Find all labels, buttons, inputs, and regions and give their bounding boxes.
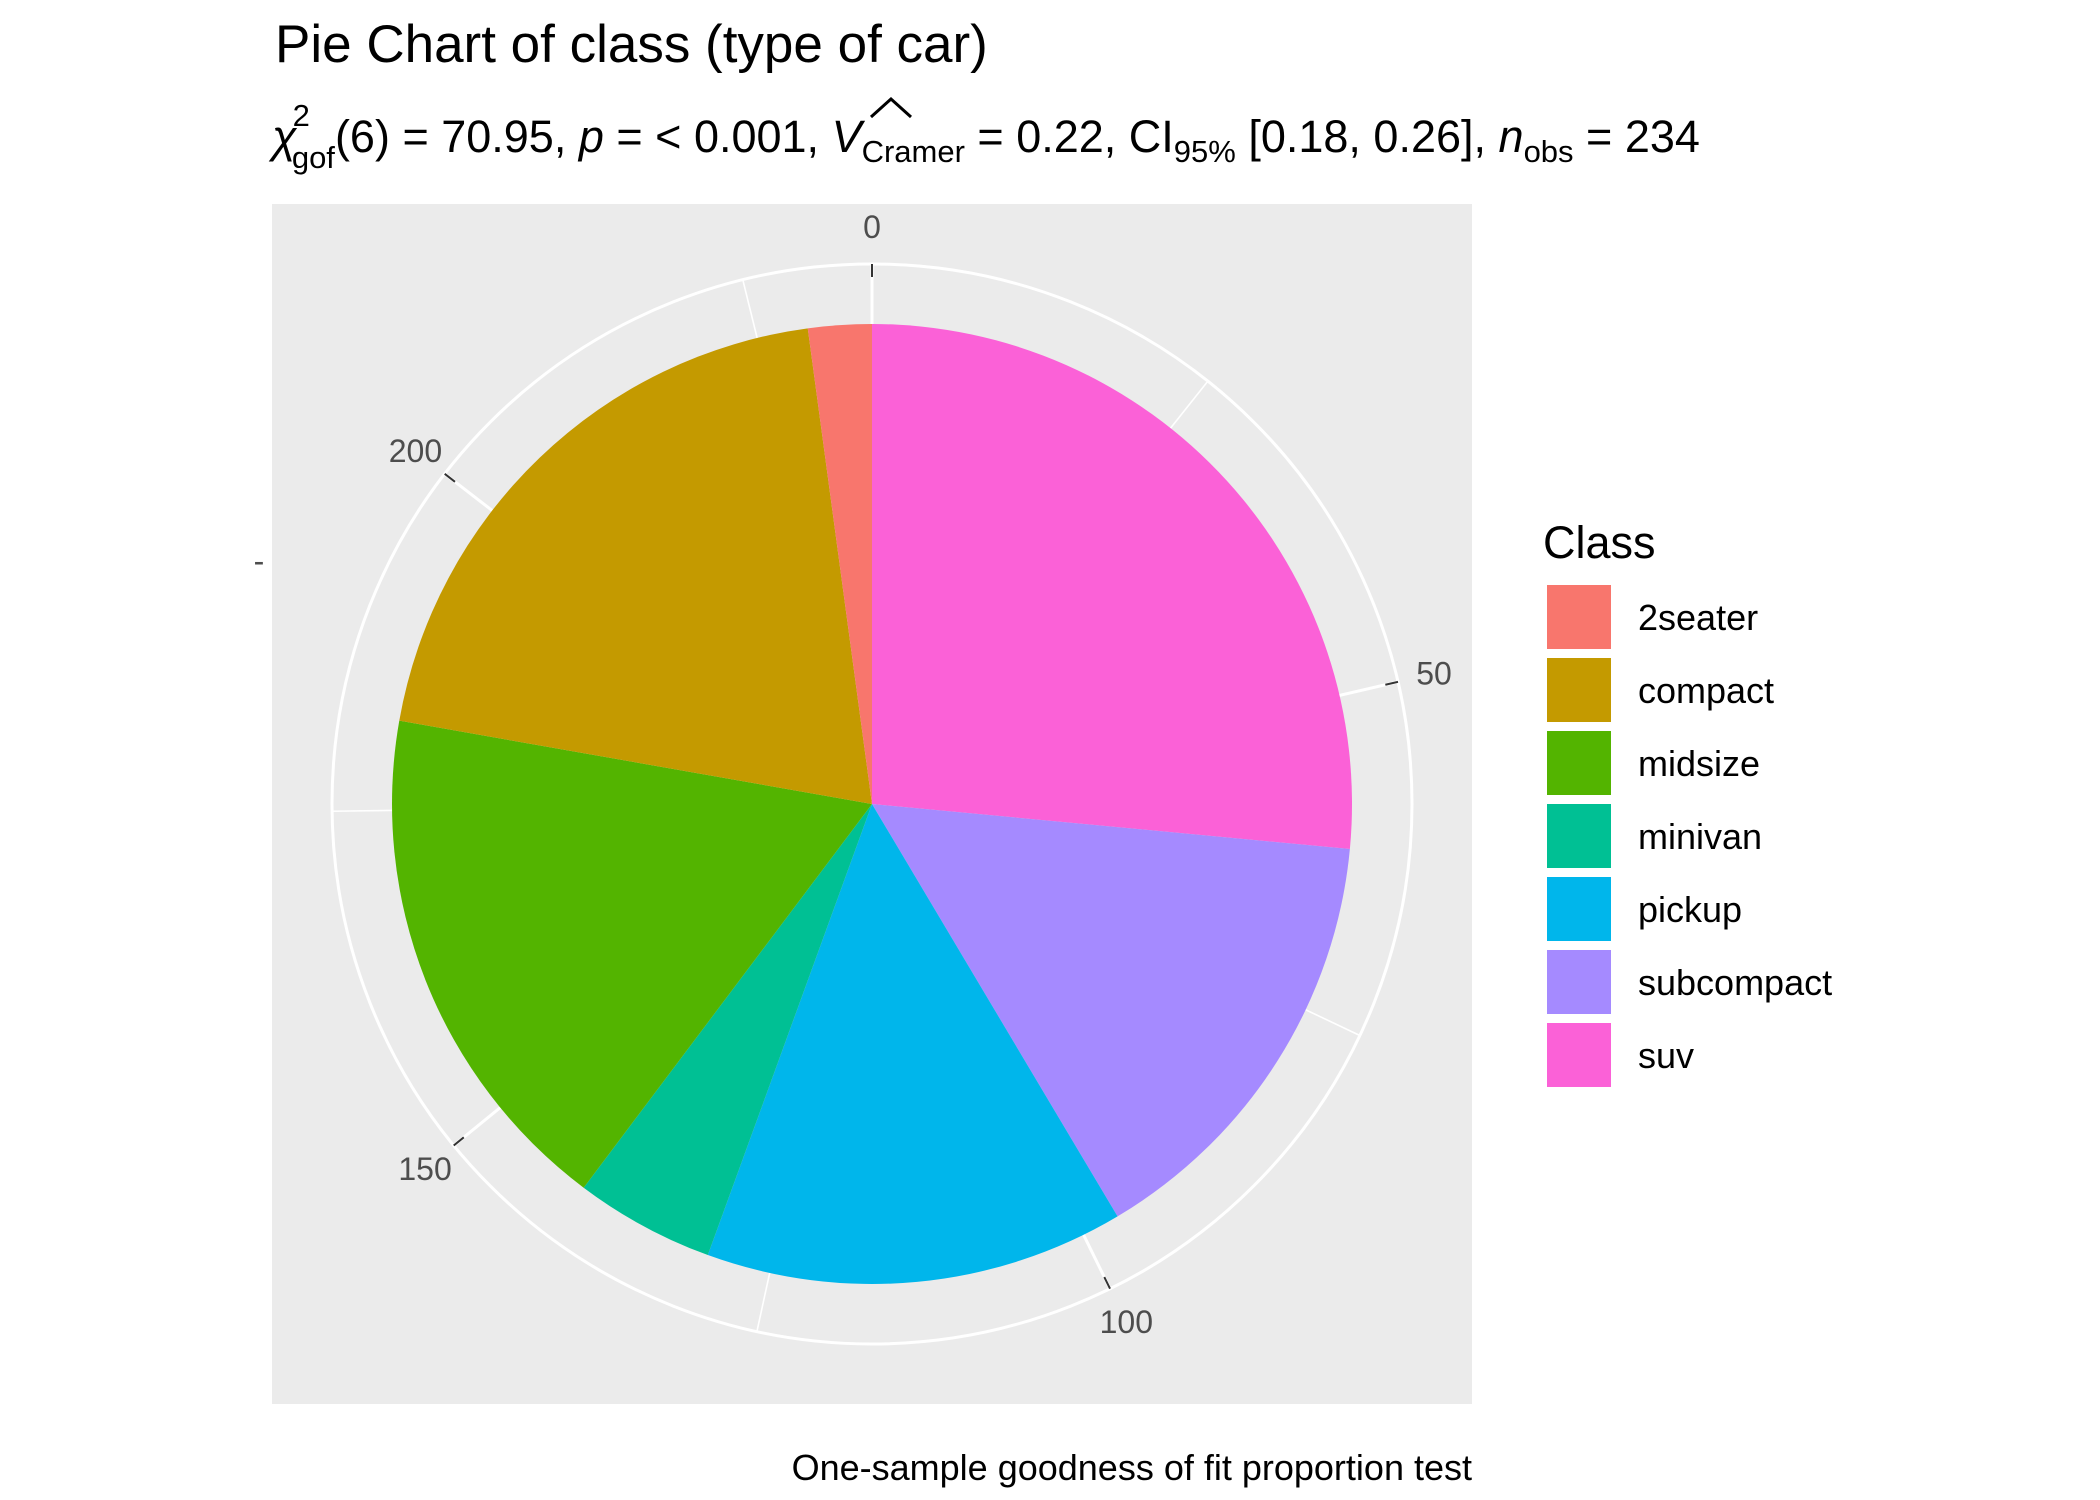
legend-key-minivan (1545, 802, 1613, 870)
pie-slice-subcompact (872, 804, 1350, 1217)
pie-slice-2seater (807, 324, 872, 804)
v-hat-mark (869, 96, 913, 119)
n-symbol: n (1499, 111, 1524, 162)
legend-key-compact (1545, 656, 1613, 724)
legend-label-subcompact: subcompact (1638, 962, 1832, 1003)
legend-items: 2seater compact midsize minivan pickup subcom… (1545, 583, 1832, 1089)
angle-tick-label: 0 (863, 209, 881, 245)
chart-title: Pie Chart of class (type of car) (275, 15, 988, 74)
legend-label-2seater: 2seater (1638, 597, 1758, 638)
legend-key-pickup (1545, 875, 1613, 943)
pie-slice-midsize (392, 720, 872, 1188)
angle-tick-label: 50 (1416, 655, 1452, 691)
pie-slice-pickup (707, 804, 1118, 1284)
legend-label-suv: suv (1638, 1035, 1694, 1076)
ci-text: [0.18, 0.26], (1236, 111, 1499, 162)
legend-label-minivan: minivan (1638, 816, 1762, 857)
legend-title: Class (1543, 517, 1656, 568)
legend: Class 2seater compact midsize minivan pickup… (1543, 517, 1832, 1089)
legend-key-2seater (1545, 583, 1613, 651)
p-symbol: p (577, 111, 604, 162)
angle-tick-mark (453, 1136, 465, 1147)
angle-tick-label: 100 (1100, 1304, 1153, 1340)
legend-label-midsize: midsize (1638, 743, 1760, 784)
chi-superscript: 2 (293, 98, 310, 133)
angle-tick-labels: 0 50 100 150 200 (389, 209, 1452, 1340)
v-symbol: V (832, 111, 866, 162)
chart-caption: One-sample goodness of fit proportion te… (792, 1447, 1472, 1488)
n-text: = 234 (1574, 111, 1700, 162)
ci-subscript: 95% (1174, 134, 1236, 169)
legend-label-pickup: pickup (1638, 889, 1742, 930)
pie-slice-suv (872, 324, 1352, 850)
legend-key-midsize (1545, 729, 1613, 797)
legend-label-compact: compact (1638, 670, 1774, 711)
df-text: (6) = 70.95, (335, 111, 579, 162)
y-axis-tick-mark: - (254, 543, 265, 579)
angle-tick-label: 150 (398, 1151, 451, 1187)
pie-slice-compact (399, 328, 872, 804)
pie-slice-minivan (583, 804, 872, 1256)
chi-symbol: χ (268, 111, 298, 162)
legend-key-subcompact (1545, 948, 1613, 1016)
n-subscript: obs (1524, 134, 1574, 169)
angle-tick-label: 200 (389, 433, 442, 469)
p-text: = < 0.001, (604, 111, 832, 162)
chart-subtitle: χ2 gof(6) = 70.95, p = < 0.001, VCramer =… (268, 98, 1700, 175)
pie-slices (392, 324, 1352, 1284)
v-subscript: Cramer (862, 134, 965, 169)
legend-key-suv (1545, 1021, 1613, 1089)
angle-tick-mark (1385, 680, 1399, 686)
v-text: = 0.22, CI (965, 111, 1174, 162)
angle-tick-mark (1103, 1276, 1111, 1290)
angle-tick-mark (444, 473, 456, 483)
chi-subscript: gof (292, 140, 335, 175)
